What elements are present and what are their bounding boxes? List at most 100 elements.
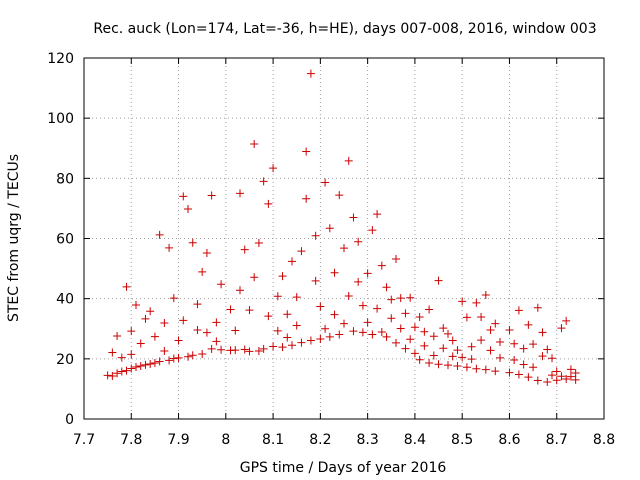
data-point — [316, 302, 325, 311]
data-point — [283, 333, 292, 342]
data-point — [496, 353, 504, 362]
data-point — [444, 361, 452, 370]
data-point — [420, 341, 429, 350]
data-point — [198, 267, 207, 276]
data-point — [297, 338, 306, 347]
data-point — [382, 283, 391, 292]
data-point — [150, 332, 159, 341]
data-point — [505, 325, 514, 334]
data-point — [496, 337, 504, 346]
data-point — [202, 328, 211, 337]
data-point — [193, 325, 202, 334]
data-point — [236, 189, 244, 198]
data-point — [533, 303, 542, 312]
data-point — [117, 367, 126, 376]
y-tick-label: 60 — [56, 232, 74, 248]
data-point — [146, 359, 155, 368]
data-point — [254, 239, 263, 248]
data-point — [392, 338, 400, 347]
data-point — [377, 261, 386, 270]
data-point — [392, 254, 400, 263]
data-point — [207, 344, 216, 353]
data-point — [250, 140, 259, 149]
data-point — [562, 316, 571, 325]
data-point — [543, 345, 552, 354]
data-point — [136, 339, 145, 348]
data-point — [155, 357, 164, 366]
data-point — [179, 192, 188, 201]
data-point — [325, 224, 334, 233]
data-point — [292, 321, 301, 330]
x-tick-label: 8.4 — [404, 432, 426, 448]
x-axis-label: GPS time / Days of year 2016 — [240, 460, 447, 476]
data-point — [122, 282, 131, 291]
x-tick-label: 8 — [221, 432, 230, 448]
data-point — [103, 371, 112, 380]
data-point — [179, 316, 188, 325]
data-point — [514, 306, 523, 315]
data-point — [448, 352, 457, 361]
data-point — [529, 340, 538, 349]
data-point — [269, 164, 278, 173]
data-point — [311, 276, 320, 285]
data-point — [406, 335, 415, 344]
data-point — [288, 257, 296, 266]
data-point — [354, 277, 363, 286]
x-tick-label: 8.7 — [546, 432, 568, 448]
data-point — [510, 356, 519, 365]
data-point — [302, 147, 311, 156]
data-point — [420, 327, 429, 336]
data-point — [533, 376, 542, 385]
data-point — [566, 365, 575, 374]
data-point — [212, 337, 221, 346]
y-tick-label: 0 — [65, 412, 74, 428]
data-point — [184, 352, 192, 361]
data-point — [273, 292, 282, 301]
x-tick-label: 7.7 — [73, 432, 95, 448]
data-point — [566, 372, 575, 381]
data-point — [306, 336, 315, 345]
data-point — [132, 362, 140, 371]
data-point — [127, 327, 136, 336]
data-point — [146, 307, 155, 316]
data-point — [481, 291, 490, 300]
data-point — [349, 327, 358, 336]
data-point — [401, 344, 410, 353]
data-point — [240, 245, 249, 254]
data-point — [316, 334, 325, 343]
data-point — [510, 339, 519, 348]
data-point — [406, 293, 415, 302]
data-point — [529, 363, 538, 372]
x-tick-label: 8.8 — [593, 432, 615, 448]
data-point — [467, 342, 476, 351]
x-tick-label: 8.6 — [498, 432, 520, 448]
data-point — [434, 360, 443, 369]
x-tick-label: 8.2 — [309, 432, 331, 448]
data-point — [373, 210, 382, 219]
data-point — [415, 313, 424, 322]
data-point — [382, 332, 391, 341]
data-point — [548, 371, 556, 380]
data-point — [264, 312, 273, 321]
data-point — [193, 300, 202, 309]
data-point — [467, 355, 476, 364]
data-point — [155, 230, 164, 239]
data-point — [571, 375, 580, 384]
data-point — [254, 347, 263, 356]
data-point — [340, 244, 348, 253]
data-point — [292, 293, 301, 302]
data-point — [113, 369, 122, 378]
data-point — [136, 362, 145, 371]
data-point — [477, 313, 486, 322]
data-point — [439, 324, 448, 333]
data-point — [387, 314, 396, 323]
data-point — [198, 350, 207, 359]
data-point — [514, 370, 523, 379]
chart-title: Rec. auck (Lon=174, Lat=-36, h=HE), days… — [93, 21, 596, 37]
data-point — [377, 328, 386, 337]
y-axis-label: STEC from uqrg / TECUs — [6, 154, 22, 322]
data-point — [363, 318, 372, 327]
data-point — [231, 346, 240, 355]
data-point — [491, 319, 500, 328]
